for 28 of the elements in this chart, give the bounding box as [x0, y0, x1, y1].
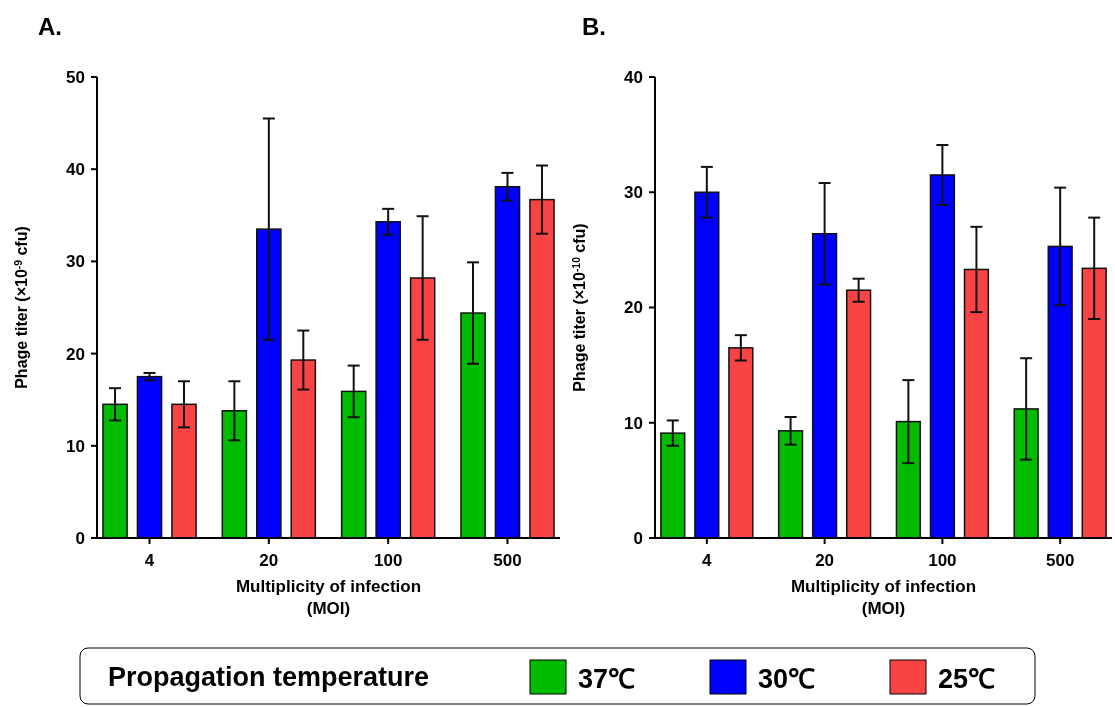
x-axis-title: Multiplicity of infection (MOI) — [790, 577, 977, 618]
legend-title: Propagation temperature — [108, 662, 430, 692]
legend-label: 37℃ — [578, 664, 636, 694]
x-tick-label: 100 — [928, 551, 957, 570]
bar — [136, 375, 163, 539]
y-tick-label: 0 — [633, 528, 643, 548]
legend-label: 25℃ — [938, 664, 996, 694]
y-tick-label: 40 — [66, 160, 85, 180]
x-tick-label: 100 — [373, 551, 403, 570]
y-tick-label: 50 — [66, 67, 85, 87]
y-tick-label: 30 — [624, 183, 643, 203]
x-tick-label: 500 — [1045, 551, 1075, 570]
x-tick-label: 20 — [815, 551, 835, 570]
chart-title: A. — [38, 13, 62, 40]
y-tick-label: 20 — [66, 344, 85, 364]
y-tick-label: 0 — [75, 528, 85, 548]
x-tick-label: 4 — [144, 551, 155, 570]
y-tick-label: 10 — [66, 436, 85, 456]
y-tick-label: 20 — [624, 298, 643, 318]
x-axis-title: Multiplicity of infection (MOI) — [235, 577, 422, 618]
y-tick-label: 30 — [66, 252, 85, 272]
x-tick-label: 4 — [702, 551, 713, 570]
y-tick-label: 40 — [624, 67, 643, 87]
legend-label: 30℃ — [758, 664, 816, 694]
x-tick-label: 20 — [259, 551, 279, 570]
x-tick-label: 500 — [493, 551, 522, 570]
y-tick-label: 10 — [624, 413, 643, 433]
chart-title: B. — [582, 13, 606, 40]
